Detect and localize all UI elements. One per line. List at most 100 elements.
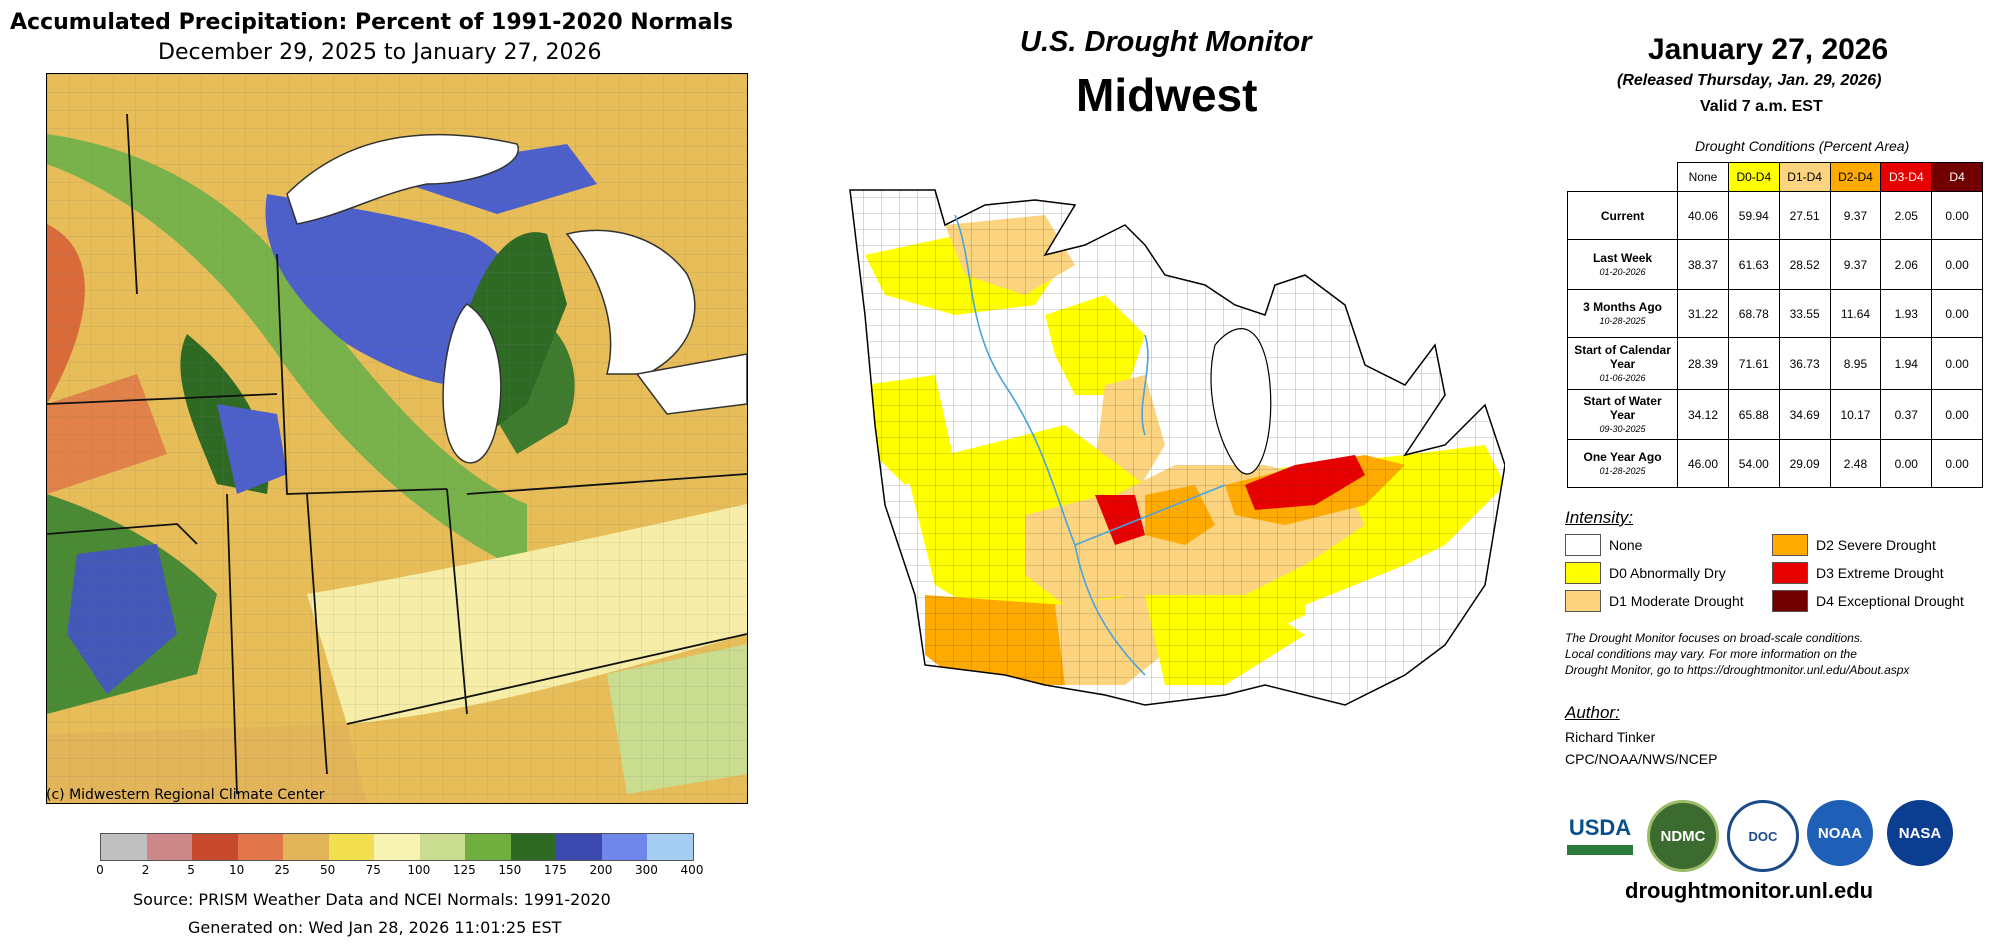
legend-label: D4 Exceptional Drought (1816, 593, 1964, 609)
row-label-text: Start of Calendar Year (1574, 342, 1671, 371)
legend-item: D1 Moderate Drought (1565, 590, 1744, 612)
colorbar-segment (146, 834, 193, 860)
noaa-logo: NOAA (1807, 800, 1873, 866)
table-cell: 31.22 (1677, 289, 1729, 338)
colorbar-ticks: 0 2 5 10 25 50 75 100 125 150 175 200 300 400 (96, 833, 703, 881)
row-label-date: 01-28-2025 (1599, 465, 1646, 476)
commerce-seal-text: DOC (1748, 828, 1778, 844)
precip-subtitle: December 29, 2025 to January 27, 2026 (158, 40, 602, 65)
colorbar-tick-label: 50 (320, 863, 336, 877)
author-org: CPC/NOAA/NWS/NCEP (1565, 751, 1718, 767)
precip-colorbar: 0 2 5 10 25 50 75 100 125 150 175 200 300 400 (96, 833, 703, 881)
row-label: Start of Water Year 09-30-2025 (1566, 389, 1679, 440)
colorbar-tick-label: 300 (635, 863, 658, 877)
column-header: D2-D4 (1829, 162, 1882, 192)
precip-source: Source: PRISM Weather Data and NCEI Norm… (133, 890, 611, 909)
row-label-text: Last Week (1592, 250, 1653, 265)
colorbar-segment (237, 834, 284, 860)
drought-region-title: Midwest (1076, 69, 1258, 121)
precip-title: Accumulated Precipitation: Percent of 19… (10, 10, 734, 35)
table-cell: 8.95 (1829, 337, 1882, 390)
row-label-text: 3 Months Ago (1583, 299, 1662, 314)
table-row: 3 Months Ago 10-28-2025 31.22 68.78 33.55 11.… (1566, 289, 1983, 338)
table-cell: 34.12 (1677, 389, 1729, 440)
drought-monitor-url[interactable]: droughtmonitor.unl.edu (1625, 878, 1874, 903)
row-label: One Year Ago 01-28-2025 (1566, 439, 1679, 488)
column-header: None (1677, 162, 1729, 192)
commerce-seal: DOC (1727, 800, 1799, 872)
row-label: 3 Months Ago 10-28-2025 (1566, 289, 1679, 338)
table-cell: 65.88 (1727, 389, 1780, 440)
colorbar-segment (328, 834, 375, 860)
table-cell: 61.63 (1727, 239, 1780, 290)
table-cell: 2.48 (1829, 439, 1882, 488)
table-cell: 0.00 (1880, 439, 1933, 488)
table-cell: 29.09 (1778, 439, 1831, 488)
column-header: D3-D4 (1880, 162, 1933, 192)
precip-copyright: (c) Midwestern Regional Climate Center (46, 787, 325, 803)
drought-date: January 27, 2026 (1648, 33, 1889, 66)
table-cell: 0.00 (1931, 239, 1983, 290)
table-cell: 11.64 (1829, 289, 1882, 338)
legend-label: D0 Abnormally Dry (1609, 565, 1726, 581)
colorbar-tick-label: 75 (365, 863, 381, 877)
drought-note: The Drought Monitor focuses on broad-sca… (1565, 630, 1909, 678)
table-cell: 36.73 (1778, 337, 1831, 390)
table-cell: 0.00 (1931, 289, 1983, 338)
precip-generated: Generated on: Wed Jan 28, 2026 11:01:25 … (188, 918, 562, 937)
colorbar-segment (192, 834, 239, 860)
precip-map-graphic (47, 74, 747, 803)
row-label-date: 01-06-2026 (1599, 372, 1646, 383)
column-header: D0-D4 (1727, 162, 1780, 192)
ndmc-logo-text: NDMC (1660, 827, 1706, 845)
nasa-logo: NASA (1887, 800, 1953, 866)
table-cell: 46.00 (1677, 439, 1729, 488)
table-row: Last Week 01-20-2026 38.37 61.63 28.52 9.37 2.… (1566, 239, 1983, 290)
drought-conditions-table: None D0-D4 D1-D4 D2-D4 D3-D4 D4 Current 40.06 5… (1566, 162, 1983, 488)
note-line: Local conditions may vary. For more info… (1565, 647, 1857, 661)
noaa-logo-text: NOAA (1817, 824, 1863, 842)
colorbar-tick-label: 5 (187, 863, 195, 877)
legend-swatch (1565, 562, 1601, 584)
legend-swatch (1772, 590, 1808, 612)
table-cell: 0.00 (1931, 389, 1983, 440)
drought-monitor-title: U.S. Drought Monitor (1020, 26, 1312, 58)
usda-logo-stripe (1567, 845, 1633, 855)
colorbar-tick-label: 2 (141, 863, 150, 877)
table-row: Start of Water Year 09-30-2025 34.12 65.88 3… (1566, 389, 1983, 440)
table-cell: 40.06 (1677, 191, 1729, 240)
legend-label: D1 Moderate Drought (1609, 593, 1744, 609)
table-cell: 9.37 (1829, 191, 1882, 240)
precip-map (46, 73, 748, 804)
release-date: (Released Thursday, Jan. 29, 2026) (1617, 72, 1882, 89)
valid-time: Valid 7 a.m. EST (1700, 98, 1823, 115)
table-cell: 71.61 (1727, 337, 1780, 390)
colorbar-segment (374, 834, 421, 860)
table-cell: 10.17 (1829, 389, 1882, 440)
table-cell: 2.05 (1880, 191, 1933, 240)
table-cell: 0.00 (1931, 191, 1983, 240)
colorbar-segment (556, 834, 603, 860)
row-label: Start of Calendar Year 01-06-2026 (1566, 337, 1679, 390)
logo-row: USDA NDMC DOC NOAA NASA (1565, 800, 1965, 872)
table-cell: 1.93 (1880, 289, 1933, 338)
table-caption: Drought Conditions (Percent Area) (1695, 138, 1910, 154)
legend-item: None (1565, 534, 1642, 556)
table-cell: 27.51 (1778, 191, 1831, 240)
table-row: One Year Ago 01-28-2025 46.00 54.00 29.09 2.4… (1566, 439, 1983, 488)
table-cell: 59.94 (1727, 191, 1780, 240)
ndmc-logo: NDMC (1647, 800, 1719, 872)
intensity-heading: Intensity: (1565, 508, 1634, 527)
colorbar-segment (419, 834, 466, 860)
colorbar-segment (465, 834, 512, 860)
legend-swatch (1772, 534, 1808, 556)
row-label-date: 01-20-2026 (1599, 266, 1646, 277)
row-label-text: One Year Ago (1583, 449, 1662, 464)
row-label-date: 09-30-2025 (1599, 423, 1646, 434)
note-line: The Drought Monitor focuses on broad-sca… (1565, 631, 1864, 645)
colorbar-tick-label: 400 (680, 863, 704, 877)
colorbar-segment (101, 834, 148, 860)
usda-logo-text: USDA (1568, 815, 1632, 840)
colorbar-tick-label: 25 (274, 863, 290, 877)
table-cell: 2.06 (1880, 239, 1933, 290)
